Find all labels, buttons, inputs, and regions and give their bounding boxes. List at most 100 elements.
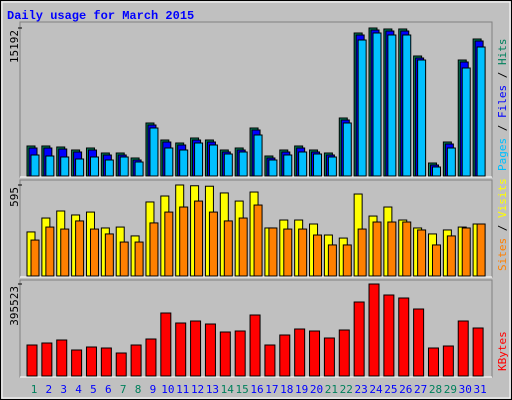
bar xyxy=(283,154,293,177)
bar xyxy=(353,301,365,377)
bar xyxy=(431,166,441,177)
bar xyxy=(368,283,380,377)
legend-entry: Visits xyxy=(496,178,509,218)
x-tick-label: 27 xyxy=(414,383,427,396)
bar xyxy=(279,334,291,377)
bar xyxy=(219,331,231,377)
x-tick-label: 15 xyxy=(236,383,249,396)
bar xyxy=(313,234,323,277)
legend: KBytes xyxy=(496,331,509,371)
bar xyxy=(253,204,263,277)
legend-separator: / xyxy=(496,118,509,138)
x-tick-label: 19 xyxy=(295,383,308,396)
bar xyxy=(75,220,85,277)
bar xyxy=(89,156,99,177)
bar xyxy=(45,226,55,277)
x-tick-label: 18 xyxy=(280,383,293,396)
bar xyxy=(417,229,427,277)
bar xyxy=(104,159,114,177)
bar xyxy=(446,235,456,277)
x-tick-label: 6 xyxy=(105,383,112,396)
bar xyxy=(268,227,278,277)
bar xyxy=(164,211,174,277)
bar xyxy=(175,322,187,377)
bar xyxy=(372,32,382,177)
bar xyxy=(413,308,425,377)
bar xyxy=(383,294,395,377)
bar xyxy=(323,337,335,377)
x-tick-label: 25 xyxy=(384,383,397,396)
bar xyxy=(472,327,484,377)
bar xyxy=(60,156,70,177)
bar xyxy=(179,149,189,177)
legend-entry: Hits xyxy=(496,39,509,66)
bar xyxy=(119,241,129,277)
bar xyxy=(327,156,337,177)
x-tick-label: 14 xyxy=(221,383,235,396)
bar xyxy=(398,297,410,377)
x-tick-label: 26 xyxy=(399,383,412,396)
bar xyxy=(313,153,323,177)
x-tick-label: 1 xyxy=(31,383,38,396)
x-tick-label: 31 xyxy=(473,383,486,396)
bar xyxy=(298,228,308,277)
legend-entry: Pages xyxy=(496,138,509,171)
bar xyxy=(457,320,469,377)
bar xyxy=(357,228,367,277)
x-tick-label: 29 xyxy=(444,383,457,396)
x-tick-label: 10 xyxy=(161,383,174,396)
bar xyxy=(194,200,204,277)
bar xyxy=(387,34,397,177)
bar xyxy=(208,211,218,277)
x-tick-label: 12 xyxy=(191,383,204,396)
bar xyxy=(427,347,439,377)
bar xyxy=(442,345,454,377)
bar xyxy=(294,328,306,377)
bar xyxy=(204,323,216,377)
bar xyxy=(253,134,263,177)
y-tick-label: 395523 xyxy=(8,286,21,326)
bar xyxy=(26,344,38,377)
x-tick-label: 30 xyxy=(459,383,472,396)
bar xyxy=(194,142,204,177)
legend-entry: Sites xyxy=(496,238,509,271)
bar xyxy=(238,151,248,177)
legend-entry: Files xyxy=(496,85,509,118)
legend: Pages / Files / Hits xyxy=(496,39,509,172)
bar xyxy=(30,239,40,277)
bar xyxy=(309,330,321,377)
bar xyxy=(372,221,382,277)
bar xyxy=(223,220,233,277)
bar xyxy=(89,228,99,277)
legend: Sites / Visits xyxy=(496,178,509,271)
x-tick-label: 3 xyxy=(60,383,67,396)
bar xyxy=(476,46,486,177)
bar xyxy=(75,158,85,177)
legend-entry: KBytes xyxy=(496,331,509,371)
bar xyxy=(208,144,218,177)
x-tick-label: 7 xyxy=(120,383,127,396)
bar xyxy=(223,153,233,177)
bar xyxy=(45,155,55,177)
bar xyxy=(160,312,172,377)
bar xyxy=(268,159,278,177)
x-tick-label: 21 xyxy=(325,383,338,396)
bar xyxy=(283,228,293,277)
x-tick-label: 2 xyxy=(46,383,53,396)
bar xyxy=(179,206,189,277)
bar xyxy=(190,320,202,377)
bar xyxy=(249,314,261,377)
bar xyxy=(130,344,142,377)
bar xyxy=(41,342,53,377)
legend-separator: / xyxy=(496,65,509,85)
bar xyxy=(100,347,112,377)
x-tick-label: 11 xyxy=(176,383,189,396)
bar xyxy=(402,34,412,177)
x-tick-label: 16 xyxy=(250,383,263,396)
bar xyxy=(164,147,174,177)
chart-title: Daily usage for March 2015 xyxy=(7,9,194,23)
bar xyxy=(145,338,157,377)
bar xyxy=(104,233,114,277)
